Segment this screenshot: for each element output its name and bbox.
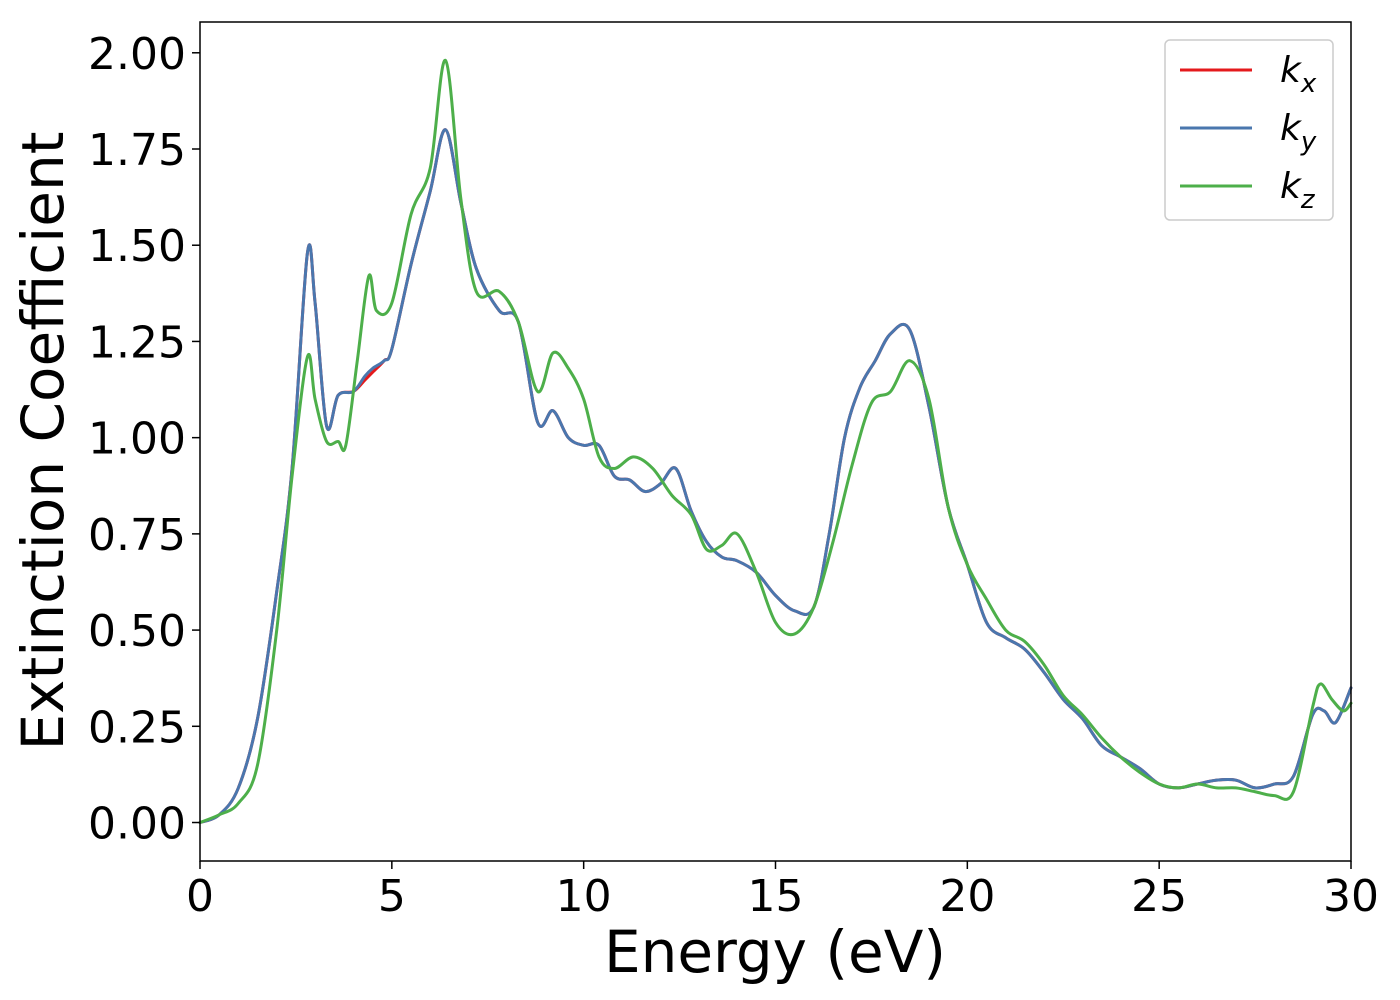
x-tick-label: 30 [1323, 871, 1379, 922]
x-tick-label: 25 [1131, 871, 1187, 922]
x-tick-label: 10 [556, 871, 612, 922]
y-tick-label: 0.00 [88, 799, 186, 850]
legend-box [1164, 39, 1334, 221]
x-tick-label: 5 [378, 871, 406, 922]
legend: kx ky kz [1164, 39, 1334, 221]
plot-background [200, 22, 1351, 861]
legend-label-kx: kx [1280, 50, 1317, 99]
series-line-kz [198, 58, 1353, 825]
x-tick-label: 0 [186, 871, 214, 922]
y-axis-title: Extinction Coefficient [9, 132, 77, 751]
y-tick-label: 0.25 [88, 702, 186, 753]
x-tick-label: 15 [748, 871, 804, 922]
series-layer [198, 58, 1353, 825]
y-tick-label: 1.25 [88, 317, 186, 368]
y-tick-label: 1.50 [88, 221, 186, 272]
y-tick-label: 0.50 [88, 606, 186, 657]
y-tick-label: 2.00 [88, 29, 186, 80]
y-tick-label: 0.75 [88, 510, 186, 561]
y-tick-label: 1.00 [88, 414, 186, 465]
x-tick-label: 20 [939, 871, 995, 922]
y-axis: 0.00 0.25 0.50 0.75 1.00 1.25 1.50 1.75 2.00 [88, 29, 200, 850]
x-axis-title: Energy (eV) [604, 918, 946, 986]
legend-label-kz: kz [1280, 166, 1316, 215]
x-axis: 0 5 10 15 20 25 30 [186, 861, 1379, 922]
y-tick-label: 1.75 [88, 125, 186, 176]
legend-label-ky: ky [1280, 108, 1317, 157]
